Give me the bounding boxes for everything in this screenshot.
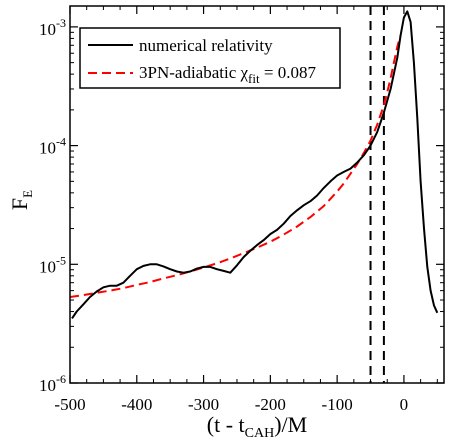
x-tick-label: -100 [322, 395, 353, 414]
x-tick-label: 0 [400, 395, 409, 414]
legend-box [79, 27, 341, 89]
y-tick-label: 10-6 [39, 372, 66, 395]
y-axis-title: FE [7, 190, 35, 210]
x-tick-label: -300 [188, 395, 219, 414]
x-tick-label: -500 [54, 395, 85, 414]
y-tick-label: 10-3 [39, 16, 66, 39]
legend: numerical relativity 3PN-adiabatic χfit … [79, 27, 341, 89]
x-axis-title: (t - tCAH)/M [207, 412, 307, 441]
x-tick-label: -400 [121, 395, 152, 414]
series-line-3pn-adiabatic [70, 35, 402, 298]
legend-label-3pn-adiabatic: 3PN-adiabatic χfit = 0.087 [139, 63, 316, 86]
plot-frame [69, 5, 445, 384]
series-layer [70, 10, 439, 319]
y-axis-ticks: 10-6 10-5 10-4 10-3 [39, 16, 444, 395]
x-tick-label: -200 [255, 395, 286, 414]
x-axis-ticks: -500 -400 -300 -200 -100 0 [54, 6, 438, 414]
vertical-reference-lines [369, 6, 385, 383]
legend-label-numerical-relativity: numerical relativity [139, 36, 273, 55]
series-line-numerical-relativity [71, 10, 439, 319]
y-tick-label: 10-4 [39, 135, 66, 158]
y-tick-label: 10-5 [39, 253, 66, 276]
